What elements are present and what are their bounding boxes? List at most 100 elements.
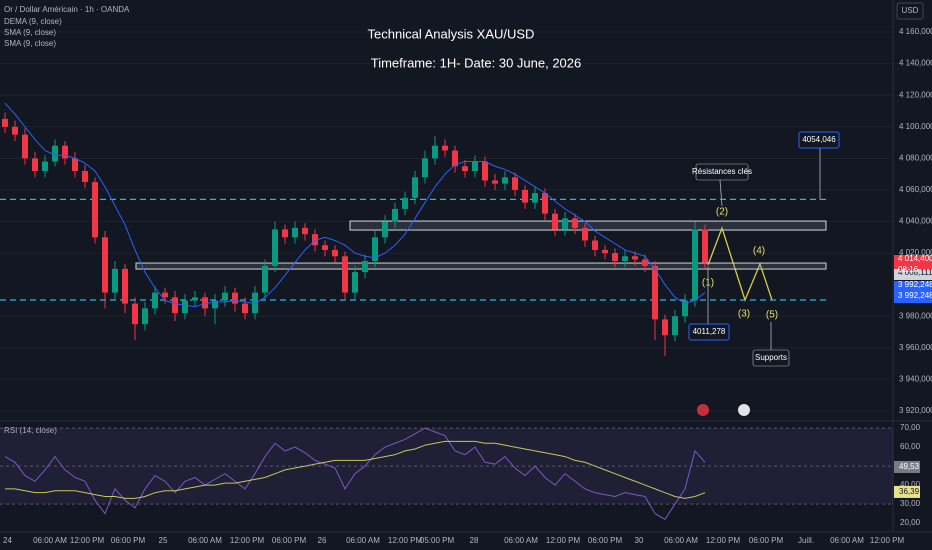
candle-body bbox=[412, 177, 418, 198]
price-tag bbox=[894, 281, 932, 292]
currency-button[interactable] bbox=[896, 2, 924, 20]
x-tick-label: 06:00 AM bbox=[664, 536, 698, 545]
candle-body bbox=[152, 292, 158, 309]
candle-body bbox=[322, 245, 328, 250]
rsi-tag bbox=[894, 460, 920, 473]
candle-body bbox=[462, 166, 468, 171]
x-tick-label: 12:00 PM bbox=[388, 536, 423, 545]
candle-body bbox=[382, 221, 388, 238]
x-tick-label: 12:00 PM bbox=[546, 536, 581, 545]
candle-body bbox=[422, 158, 428, 178]
rsi-tag-label: 49,53 bbox=[899, 462, 920, 471]
callout-label: 4054,046 bbox=[802, 135, 836, 144]
event-icon[interactable] bbox=[697, 404, 709, 416]
note: Résistances clés bbox=[692, 167, 752, 176]
x-tick-label: 06:00 AM bbox=[346, 536, 380, 545]
candle-body bbox=[22, 134, 28, 159]
rsi-tag bbox=[894, 485, 920, 498]
y-tick-label: 3 980,000 bbox=[899, 311, 932, 320]
callout-label: 4011,278 bbox=[693, 327, 726, 336]
candle-body bbox=[622, 256, 628, 261]
y-tick-label: 4 060,000 bbox=[899, 185, 932, 194]
candle-body bbox=[172, 297, 178, 314]
candle-body bbox=[132, 303, 138, 325]
rsi-tick-label: 60,00 bbox=[900, 442, 921, 451]
rsi-tick-label: 40,00 bbox=[900, 480, 921, 489]
price-tag-label: 4 014,400 bbox=[898, 254, 932, 263]
event-icon[interactable] bbox=[738, 404, 750, 416]
chart-title: Technical Analysis XAU/USD bbox=[368, 26, 535, 41]
candle-body bbox=[542, 193, 548, 214]
rsi-tag-label: 36,39 bbox=[899, 487, 920, 496]
rsi-title: RSI (14, close) bbox=[4, 426, 57, 435]
rsi-tick-label: 20,00 bbox=[900, 518, 921, 527]
price-tag bbox=[894, 269, 932, 280]
indicator-label: SMA (9, close) bbox=[4, 28, 56, 37]
y-tick-label: 3 960,000 bbox=[899, 343, 932, 352]
y-tick-label: 3 940,000 bbox=[899, 375, 932, 384]
x-tick-label: 24 bbox=[3, 536, 12, 545]
chart-subtitle: Timeframe: 1H- Date: 30 June, 2026 bbox=[371, 55, 582, 70]
candle-body bbox=[92, 182, 98, 238]
candle-body bbox=[392, 208, 398, 222]
y-tick-label: 3 920,000 bbox=[899, 406, 932, 415]
indicator-label: SMA (9, close) bbox=[4, 39, 56, 48]
candle-body bbox=[202, 297, 208, 309]
candle-body bbox=[632, 256, 638, 260]
note: Supports bbox=[755, 353, 787, 362]
y-tick-label: 4 040,000 bbox=[899, 217, 932, 226]
candle-body bbox=[102, 237, 108, 293]
candle-body bbox=[212, 300, 218, 309]
candle-body bbox=[242, 303, 248, 314]
candle-body bbox=[162, 292, 168, 298]
candle-body bbox=[12, 126, 18, 135]
x-tick-label: 06:00 AM bbox=[188, 536, 222, 545]
callout-box bbox=[688, 323, 730, 341]
wave-label: (2) bbox=[716, 207, 728, 218]
price-tag-label: 3 992,248 bbox=[898, 291, 932, 300]
candle-body bbox=[442, 145, 448, 151]
x-tick-label: 06:00 PM bbox=[588, 536, 623, 545]
note-box bbox=[752, 349, 790, 367]
candle-body bbox=[472, 161, 478, 171]
rsi-tick-label: 30,00 bbox=[900, 499, 921, 508]
candle-body bbox=[492, 180, 498, 184]
candle-body bbox=[52, 145, 58, 162]
rsi-line bbox=[4, 427, 706, 520]
candle-body bbox=[662, 319, 668, 336]
candle-body bbox=[312, 234, 318, 246]
candle-body bbox=[272, 229, 278, 266]
candle-body bbox=[612, 253, 618, 261]
x-tick-label: 06:00 AM bbox=[830, 536, 864, 545]
rsi-pane bbox=[0, 422, 893, 532]
candle-body bbox=[252, 292, 258, 314]
candle-body bbox=[432, 145, 438, 159]
currency[interactable]: USD bbox=[902, 6, 919, 15]
indicator-label: DEMA (9, close) bbox=[4, 17, 62, 26]
candle-body bbox=[512, 177, 518, 190]
candle-body bbox=[592, 240, 598, 250]
price-tag-label: 4 008,111 bbox=[898, 268, 932, 277]
y-tick-label: 4 100,000 bbox=[899, 122, 932, 131]
x-tick-label: 30 bbox=[635, 536, 644, 545]
candle-body bbox=[42, 161, 48, 171]
x-tick-label: 06:00 PM bbox=[749, 536, 784, 545]
x-tick-label: 12:00 PM bbox=[70, 536, 105, 545]
candle-body bbox=[672, 316, 678, 336]
rsi-tick-label: 70,00 bbox=[900, 423, 921, 432]
x-tick-label: 28 bbox=[470, 536, 479, 545]
y-tick-label: 4 120,000 bbox=[899, 90, 932, 99]
sma-line bbox=[4, 102, 706, 308]
candle-body bbox=[282, 229, 288, 238]
x-tick-label: 06:00 PM bbox=[272, 536, 307, 545]
y-tick-label: 4 020,000 bbox=[899, 248, 932, 257]
x-tick-label: 12:00 PM bbox=[230, 536, 265, 545]
candle-body bbox=[702, 229, 708, 263]
candle-body bbox=[62, 145, 68, 159]
candle-body bbox=[532, 193, 538, 203]
x-tick-label: 06:00 AM bbox=[504, 536, 538, 545]
candle-body bbox=[362, 261, 368, 273]
x-tick-label: 25 bbox=[159, 536, 168, 545]
candle-body bbox=[122, 268, 128, 304]
